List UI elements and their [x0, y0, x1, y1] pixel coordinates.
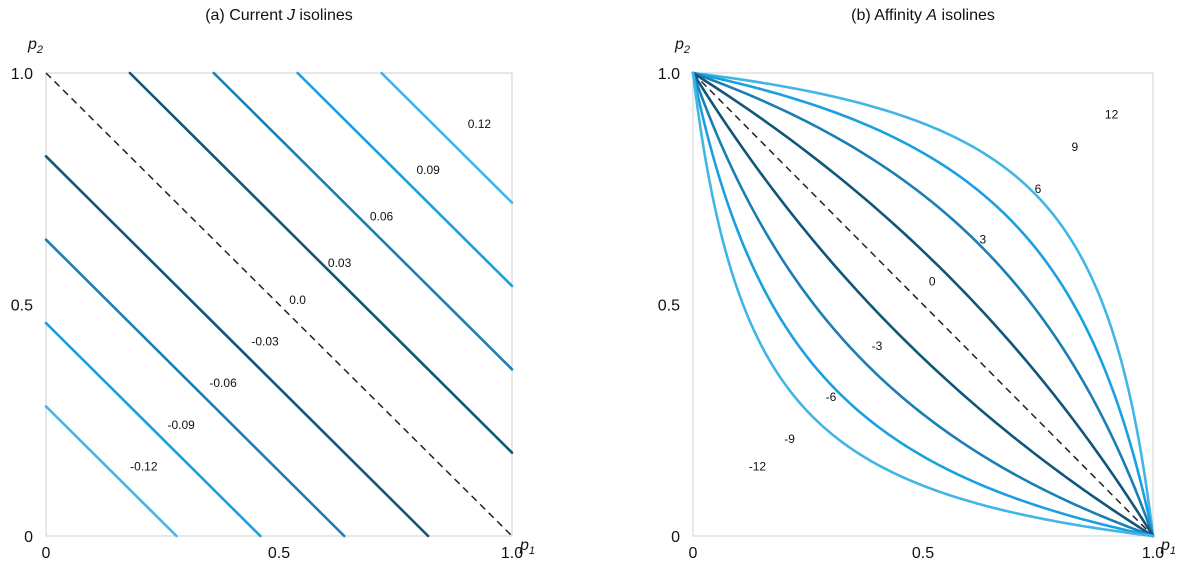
isoline-label: 9 [1071, 140, 1078, 154]
isoline-label: -12 [749, 460, 767, 474]
x-axis-label: p1 [1160, 537, 1176, 557]
chart-title: (a) Current J isolines [205, 7, 353, 24]
isoline-series [44, 238, 346, 538]
isoline-label: 0 [929, 274, 936, 288]
chart-title: (b) Affinity A isolines [851, 7, 995, 24]
isoline-series [44, 321, 262, 538]
x-tick-label: 1.0 [1142, 545, 1164, 562]
isoline-series [44, 405, 178, 538]
y-tick-label: 0.5 [11, 298, 33, 315]
x-tick-label: 0.5 [912, 545, 934, 562]
isoline-label: 0.0 [289, 293, 306, 307]
isoline-series [691, 71, 1155, 538]
plot-frame [692, 72, 1154, 537]
x-tick-label: 0 [42, 545, 51, 562]
x-axis-label: p1 [519, 537, 535, 557]
isoline-label: 0.06 [370, 210, 394, 224]
isoline-label: 0.03 [328, 256, 352, 270]
isoline-series [691, 71, 1155, 538]
y-axis-label: p2 [27, 36, 43, 56]
isoline-series [296, 71, 514, 288]
y-axis-label: p2 [674, 36, 690, 56]
isoline-label: -0.12 [130, 460, 158, 474]
isoline-label: -9 [784, 432, 795, 446]
isoline-label: -0.03 [251, 335, 279, 349]
x-tick-label: 1.0 [501, 545, 523, 562]
plot-frame [45, 72, 513, 537]
isoline-label: -3 [872, 339, 883, 353]
isoline-series [212, 71, 514, 371]
isoline-label: 3 [979, 233, 986, 247]
y-tick-label: 1.0 [11, 66, 33, 83]
isoline-label: 0.12 [468, 117, 492, 131]
isoline-series [691, 71, 1155, 538]
y-tick-label: 1.0 [658, 66, 680, 83]
isoline-label: 0.09 [416, 163, 440, 177]
isoline-series [691, 71, 1155, 538]
isoline-series [44, 155, 430, 538]
x-tick-label: 0.5 [268, 545, 290, 562]
isoline-series [380, 71, 514, 204]
isoline-series [691, 71, 1155, 538]
y-tick-label: 0 [24, 529, 33, 546]
isoline-label: 12 [1105, 108, 1119, 122]
isoline-label: -0.06 [209, 376, 237, 390]
isoline-series [691, 71, 1155, 538]
isoline-label: -0.09 [167, 418, 195, 432]
y-tick-label: 0.5 [658, 298, 680, 315]
isoline-label: 6 [1035, 182, 1042, 196]
isoline-series [128, 71, 514, 454]
y-tick-label: 0 [671, 529, 680, 546]
x-tick-label: 0 [689, 545, 698, 562]
reference-diagonal [692, 72, 1154, 537]
reference-diagonal [45, 72, 513, 537]
isoline-series [691, 71, 1155, 538]
isoline-series [691, 71, 1155, 538]
isoline-label: -6 [826, 390, 837, 404]
